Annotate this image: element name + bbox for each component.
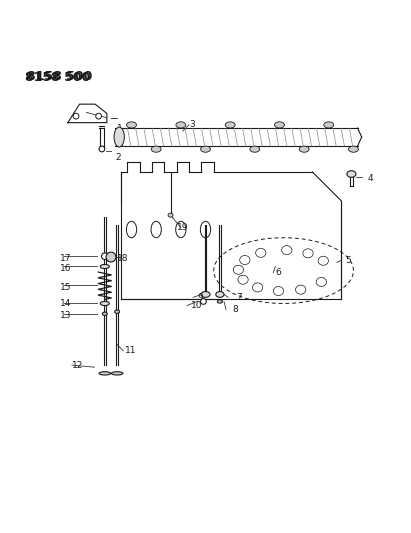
- Circle shape: [102, 253, 108, 260]
- Ellipse shape: [102, 312, 107, 316]
- Ellipse shape: [100, 302, 109, 305]
- Ellipse shape: [115, 310, 120, 313]
- Text: 8158 500: 8158 500: [25, 71, 90, 84]
- Ellipse shape: [168, 213, 173, 217]
- Text: 1: 1: [117, 124, 123, 133]
- Ellipse shape: [275, 122, 284, 128]
- Text: 9: 9: [197, 293, 203, 302]
- Ellipse shape: [201, 146, 210, 152]
- Ellipse shape: [176, 122, 186, 128]
- Text: 6: 6: [275, 268, 281, 277]
- Text: 12: 12: [72, 361, 83, 370]
- Ellipse shape: [217, 300, 222, 303]
- Ellipse shape: [225, 122, 235, 128]
- Circle shape: [99, 146, 105, 152]
- Ellipse shape: [250, 146, 260, 152]
- Ellipse shape: [114, 127, 125, 147]
- Ellipse shape: [127, 122, 136, 128]
- Circle shape: [201, 298, 206, 304]
- Text: 11: 11: [125, 346, 137, 356]
- Ellipse shape: [347, 171, 356, 177]
- Ellipse shape: [349, 146, 358, 152]
- Circle shape: [96, 114, 102, 119]
- Ellipse shape: [99, 372, 111, 375]
- Text: 8158 500: 8158 500: [27, 70, 92, 83]
- Circle shape: [106, 252, 116, 262]
- Ellipse shape: [324, 122, 334, 128]
- Ellipse shape: [100, 264, 109, 269]
- Text: 4: 4: [368, 174, 374, 183]
- Text: 8: 8: [232, 305, 238, 314]
- Text: 19: 19: [177, 223, 188, 232]
- Text: 18: 18: [117, 254, 129, 263]
- Text: 2: 2: [115, 153, 121, 162]
- Ellipse shape: [151, 146, 161, 152]
- Text: 13: 13: [60, 311, 71, 320]
- Text: 14: 14: [60, 299, 71, 308]
- Text: 5: 5: [345, 256, 351, 265]
- Text: 17: 17: [60, 254, 71, 263]
- Circle shape: [73, 114, 79, 119]
- Ellipse shape: [299, 146, 309, 152]
- Text: 15: 15: [60, 282, 71, 292]
- Text: 16: 16: [60, 264, 71, 273]
- Ellipse shape: [111, 372, 123, 375]
- Text: 3: 3: [189, 120, 195, 129]
- Ellipse shape: [216, 292, 224, 297]
- Text: 7: 7: [236, 293, 242, 302]
- Text: 10: 10: [191, 301, 203, 310]
- Ellipse shape: [201, 292, 210, 297]
